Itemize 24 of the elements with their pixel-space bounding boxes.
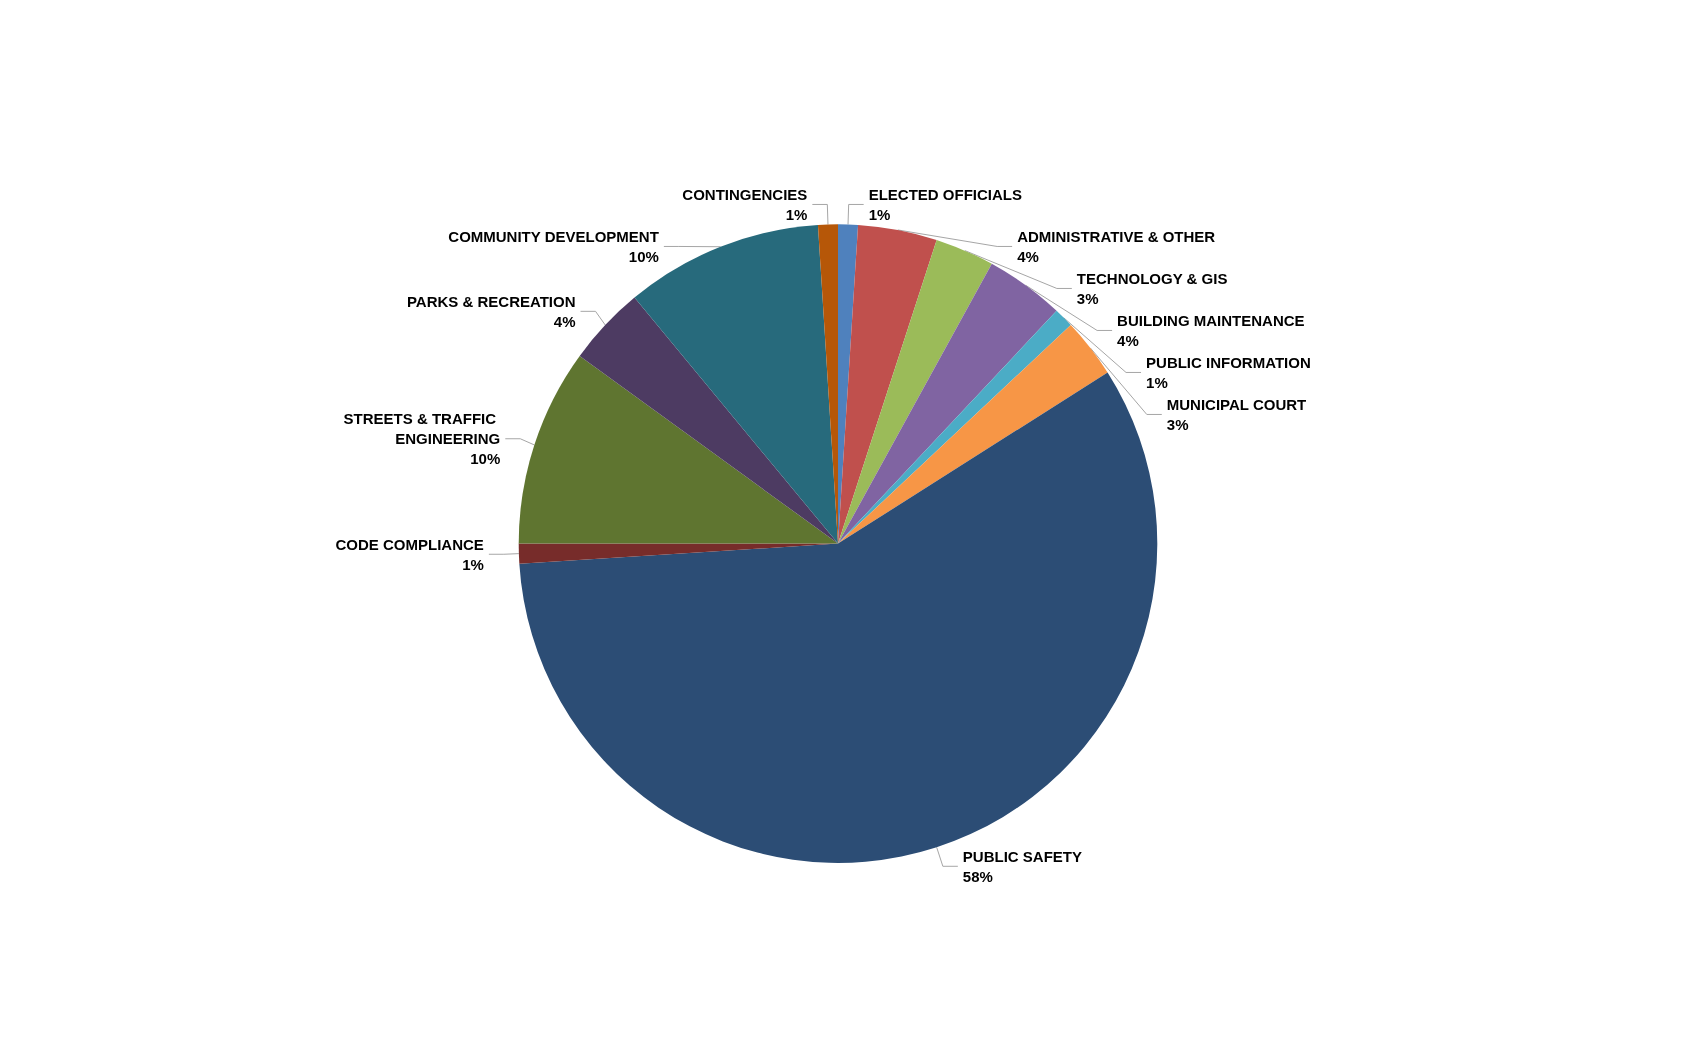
data-label: 58% (962, 867, 993, 885)
data-label: 4% (1117, 331, 1139, 349)
data-label: 10% (628, 247, 659, 265)
slice-label: PUBLIC SAFETY (962, 847, 1083, 865)
slice-label: MUNICIPAL COURT (1166, 395, 1307, 413)
data-label: 3% (1166, 415, 1189, 433)
slice-label: PUBLIC INFORMATION (1146, 353, 1311, 371)
data-label: 1% (868, 205, 891, 223)
slice-label: CONTINGENCIES (682, 185, 808, 203)
data-label: 1% (462, 555, 484, 573)
slice-label: CODE COMPLIANCE (335, 535, 484, 553)
data-label: 1% (1146, 373, 1168, 391)
data-label: 1% (785, 205, 808, 223)
slice-label: BUILDING MAINTENANCE (1117, 311, 1305, 329)
slice-label: PARKS & RECREATION (406, 292, 576, 310)
slice-label: TECHNOLOGY & GIS (1076, 269, 1228, 287)
data-label: 4% (553, 312, 576, 330)
slice-label: ELECTED OFFICIALS (868, 185, 1022, 203)
slice-label: COMMUNITY DEVELOPMENT (448, 227, 659, 245)
data-label: 4% (1017, 247, 1039, 265)
data-label: 3% (1076, 289, 1099, 307)
slice-label: ADMINISTRATIVE & OTHER (1017, 227, 1216, 245)
slice-label: STREETS & TRAFFIC ENGINEERING (343, 410, 501, 448)
data-label: 10% (470, 450, 501, 468)
